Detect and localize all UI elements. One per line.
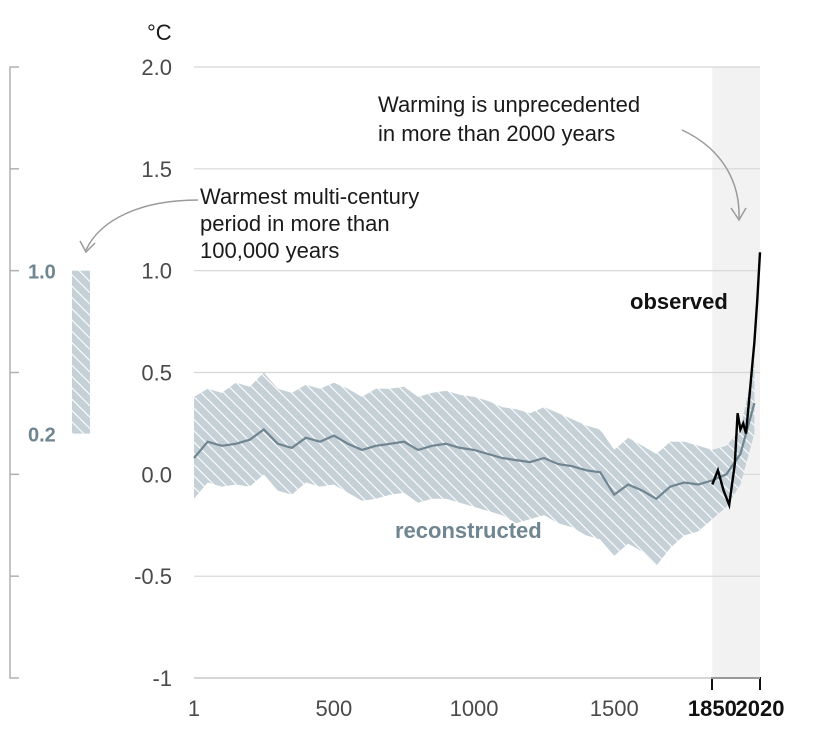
y-tick-label: 2.0 [141,55,172,80]
reconstructed-line [193,402,756,501]
y-unit-label: °C [147,20,172,45]
x-tick-label: 1 [188,696,200,721]
gridlines [194,66,760,577]
side-axis-ticks [10,168,19,577]
x-tick-label: 500 [316,696,353,721]
y-tick-labels: 2.0 1.5 1.0 0.5 0.0 -0.5 -1 [134,55,172,691]
arrow-to-side-bar-head [79,240,96,254]
annotation-unprecedented-2: in more than 2000 years [378,121,615,146]
y-tick-label: -1 [152,666,172,691]
annotation-multi-century-1: Warmest multi-century [200,184,419,209]
side-range-bar [72,270,90,434]
y-tick-label: 0.5 [141,361,172,386]
x-tick-label: 1000 [450,696,499,721]
side-high-label: 1.0 [28,262,56,284]
y-tick-label: 0.0 [141,462,172,487]
arrow-to-recent-warming [681,129,740,219]
reconstructed-range-band [194,362,755,566]
arrow-to-side-bar [85,199,199,251]
annotation-unprecedented-1: Warming is unprecedented [378,92,640,117]
y-tick-label: 1.0 [141,259,172,284]
annotation-multi-century-3: 100,000 years [200,238,339,263]
x-tick-label: 1850 [688,696,737,721]
reconstructed-label: reconstructed [395,518,542,543]
arrow-to-recent-warming-head [730,207,747,222]
annotation-multi-century-2: period in more than [200,211,390,236]
x-tick-label: 2020 [736,696,785,721]
observed-line [711,252,762,510]
side-low-label: 0.2 [28,425,56,447]
observed-label: observed [630,289,728,314]
x-bracket-1850-2020 [711,677,761,690]
x-tick-label: 1500 [590,696,639,721]
y-tick-label: -0.5 [134,564,172,589]
y-tick-label: 1.5 [141,157,172,182]
